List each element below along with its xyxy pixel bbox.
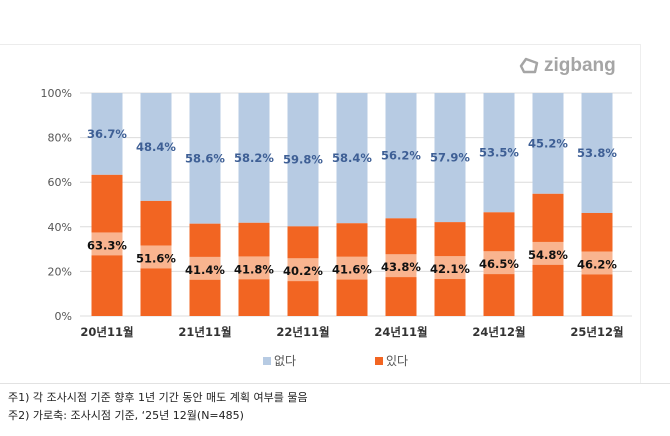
data-label-no: 36.7% — [87, 127, 127, 141]
y-tick-label: 100% — [41, 87, 72, 100]
data-label-bg — [483, 251, 515, 275]
data-label-yes: 46.2% — [577, 257, 617, 271]
x-tick-label: 24년12월 — [472, 325, 525, 339]
data-label-no: 53.5% — [479, 146, 519, 160]
bar-segment-no — [581, 93, 613, 213]
data-label-no: 45.2% — [528, 136, 568, 150]
y-tick-label: 40% — [48, 221, 72, 234]
data-label-bg — [140, 245, 172, 269]
data-label-no: 56.2% — [381, 149, 421, 163]
x-tick-label: 24년11월 — [374, 325, 427, 339]
data-label-yes: 54.8% — [528, 248, 568, 262]
legend-item-yes: 있다 — [375, 352, 408, 369]
data-label-no: 48.4% — [136, 140, 176, 154]
data-label-yes: 42.1% — [430, 262, 470, 276]
data-label-bg — [189, 256, 221, 280]
bar-segment-no — [434, 93, 466, 223]
y-tick-label: 0% — [55, 310, 72, 323]
x-tick-label: 20년11월 — [80, 325, 133, 339]
data-label-yes: 51.6% — [136, 251, 176, 265]
divider — [640, 44, 641, 384]
zigbang-logo: zigbang — [518, 55, 616, 77]
legend-swatch — [263, 356, 271, 365]
y-tick-label: 20% — [48, 265, 72, 278]
data-label-bg — [336, 256, 368, 280]
legend-swatch — [375, 356, 383, 365]
data-label-bg — [287, 258, 319, 282]
data-label-no: 58.4% — [332, 151, 372, 165]
data-label-yes: 40.2% — [283, 264, 323, 278]
divider — [0, 383, 670, 384]
legend-label: 있다 — [386, 354, 409, 368]
bar-segment-no — [287, 93, 319, 227]
data-label-yes: 43.8% — [381, 260, 421, 274]
data-label-yes: 63.3% — [87, 238, 127, 252]
data-label-no: 57.9% — [430, 151, 470, 165]
legend-item-no: 없다 — [263, 352, 296, 369]
data-label-yes: 41.8% — [234, 262, 274, 276]
data-label-bg — [385, 254, 417, 278]
data-label-bg — [581, 251, 613, 275]
data-label-bg — [91, 232, 123, 256]
x-tick-label: 22년11월 — [276, 325, 329, 339]
bar-segment-no — [140, 93, 172, 201]
data-label-no: 58.2% — [234, 151, 274, 165]
data-label-bg — [434, 256, 466, 280]
bar-segment-no — [238, 93, 270, 223]
bar-segment-no — [91, 93, 123, 175]
bar-segment-no — [532, 93, 564, 194]
bar-segment-no — [336, 93, 368, 224]
data-label-yes: 41.6% — [332, 263, 372, 277]
data-label-yes: 41.4% — [185, 263, 225, 277]
logo-text: zigbang — [544, 55, 616, 76]
y-tick-label: 60% — [48, 176, 72, 189]
footnote-1: 주1) 각 조사시점 기준 향후 1년 기간 동안 매도 계획 여부를 물음 — [8, 391, 308, 404]
bar-segment-no — [385, 93, 417, 219]
footnote-2: 주2) 가로축: 조사시점 기준, ‘25년 12월(N=485) — [8, 409, 244, 422]
data-label-bg — [238, 256, 270, 280]
bar-segment-no — [483, 93, 515, 213]
legend-label: 없다 — [274, 354, 297, 368]
bar-segment-no — [189, 93, 221, 224]
x-tick-label: 21년11월 — [178, 325, 231, 339]
data-label-yes: 46.5% — [479, 257, 519, 271]
data-label-no: 53.8% — [577, 146, 617, 160]
stacked-bar-chart: 0% 20% 40% 60% 80% 100% 63.3% 36.7% 20년11월 51.6% 4… — [41, 87, 632, 339]
x-tick-label: 25년12월 — [570, 325, 623, 339]
data-label-no: 58.6% — [185, 151, 225, 165]
y-tick-label: 80% — [48, 132, 72, 145]
divider — [0, 44, 640, 45]
data-label-no: 59.8% — [283, 153, 323, 167]
data-label-bg — [532, 241, 564, 265]
zigbang-logo-icon — [519, 57, 539, 74]
